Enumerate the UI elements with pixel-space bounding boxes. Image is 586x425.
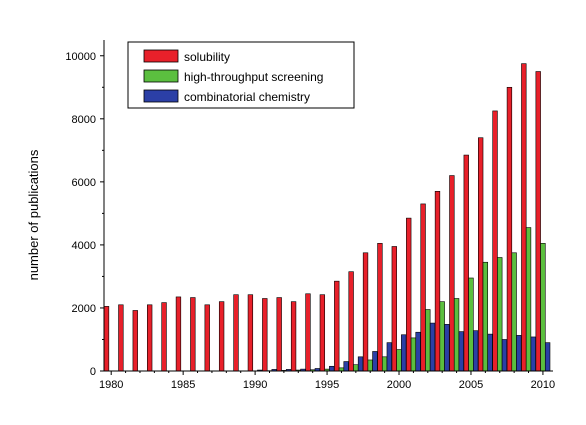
legend-label-high-throughput-screening: high-throughput screening [184, 70, 323, 84]
bar-solubility-1982 [132, 310, 138, 372]
bar-high-throughput-screening-2010 [540, 243, 546, 372]
bar-high-throughput-screening-1998 [367, 359, 373, 372]
bar-high-throughput-screening-2004 [453, 298, 460, 372]
bar-combinatorial-chemistry-2008 [516, 335, 522, 372]
bars-layer [103, 63, 551, 372]
y-axis-title: number of publications [26, 149, 41, 280]
bar-combinatorial-chemistry-2006 [487, 333, 493, 372]
bar-high-throughput-screening-2005 [468, 277, 474, 372]
bar-solubility-1989 [233, 294, 239, 372]
bar-combinatorial-chemistry-2009 [530, 336, 536, 372]
legend-swatch-combinatorial-chemistry [143, 89, 179, 103]
legend: solubility high-throughput screening combi… [127, 41, 355, 109]
y-tick-label-10000: 10000 [65, 51, 96, 63]
bar-combinatorial-chemistry-1997 [357, 356, 364, 372]
bar-high-throughput-screening-1999 [381, 356, 388, 372]
legend-swatch-high-throughput-screening [143, 69, 179, 83]
bar-solubility-1985 [175, 296, 182, 372]
bar-solubility-2005 [463, 154, 469, 372]
bar-solubility-1984 [161, 302, 167, 372]
bar-high-throughput-screening-2000 [396, 349, 402, 372]
bar-solubility-1992 [276, 297, 282, 372]
legend-swatch-solubility [143, 49, 179, 63]
y-tick-label-4000: 4000 [72, 240, 96, 252]
bar-combinatorial-chemistry-2002 [429, 322, 436, 372]
x-tick-label-1980: 1980 [99, 379, 123, 391]
bar-high-throughput-screening-2007 [497, 257, 503, 372]
bar-solubility-2002 [420, 203, 426, 372]
bar-combinatorial-chemistry-1999 [386, 342, 392, 372]
bar-solubility-1997 [348, 271, 354, 372]
bar-combinatorial-chemistry-1998 [372, 351, 378, 372]
bar-solubility-1980 [103, 306, 110, 372]
legend-label-combinatorial-chemistry: combinatorial chemistry [184, 90, 310, 104]
x-tick-label-1995: 1995 [315, 379, 339, 391]
bar-solubility-2003 [434, 191, 441, 372]
bar-high-throughput-screening-2009 [525, 227, 532, 372]
bar-solubility-1990 [247, 294, 254, 372]
bar-combinatorial-chemistry-1995 [329, 365, 335, 372]
bar-solubility-1999 [377, 243, 383, 372]
x-tick-label-2005: 2005 [459, 379, 483, 391]
bar-combinatorial-chemistry-2004 [458, 331, 464, 372]
bar-combinatorial-chemistry-2000 [401, 334, 407, 372]
x-tick-label-1990: 1990 [243, 379, 267, 391]
bar-solubility-1998 [362, 252, 369, 372]
bar-solubility-1996 [334, 280, 340, 372]
bar-combinatorial-chemistry-2007 [501, 339, 508, 372]
bar-solubility-1981 [118, 304, 124, 372]
bar-solubility-1991 [262, 298, 268, 372]
bar-solubility-1994 [305, 293, 311, 372]
axes-layer: 0 2000 4000 6000 8000 10000 1980 1985 1990 1995 20… [65, 40, 555, 391]
legend-label-solubility: solubility [184, 50, 230, 64]
bar-combinatorial-chemistry-2010 [544, 342, 551, 372]
bar-solubility-2009 [521, 63, 527, 372]
bar-solubility-1988 [218, 301, 225, 372]
y-tick-label-6000: 6000 [72, 177, 96, 189]
y-tick-label-0: 0 [90, 366, 96, 378]
bar-solubility-2001 [406, 217, 412, 372]
bar-combinatorial-chemistry-2005 [473, 330, 479, 372]
bar-high-throughput-screening-1997 [353, 364, 359, 372]
x-tick-label-2010: 2010 [531, 379, 555, 391]
bar-high-throughput-screening-2008 [511, 252, 517, 372]
bar-solubility-1995 [319, 294, 326, 372]
bar-high-throughput-screening-2002 [425, 309, 431, 372]
bar-combinatorial-chemistry-2003 [444, 324, 450, 372]
bar-solubility-2000 [391, 246, 397, 372]
bar-solubility-2008 [506, 86, 513, 372]
bar-solubility-2010 [535, 71, 541, 372]
bar-combinatorial-chemistry-2001 [415, 331, 421, 372]
bar-solubility-2004 [449, 175, 455, 372]
bar-solubility-1987 [204, 304, 210, 372]
bar-solubility-1983 [147, 304, 153, 372]
bar-high-throughput-screening-2006 [482, 261, 489, 372]
bar-solubility-1986 [190, 297, 196, 372]
bar-high-throughput-screening-2003 [439, 301, 445, 372]
x-tick-label-1985: 1985 [171, 379, 195, 391]
y-tick-label-2000: 2000 [72, 303, 96, 315]
bar-solubility-1993 [290, 301, 297, 372]
bar-solubility-2006 [478, 137, 484, 372]
bar-solubility-2007 [492, 110, 498, 372]
y-tick-label-8000: 8000 [72, 114, 96, 126]
x-tick-label-2000: 2000 [387, 379, 411, 391]
bar-combinatorial-chemistry-1996 [343, 361, 349, 372]
bar-high-throughput-screening-2001 [410, 337, 417, 372]
